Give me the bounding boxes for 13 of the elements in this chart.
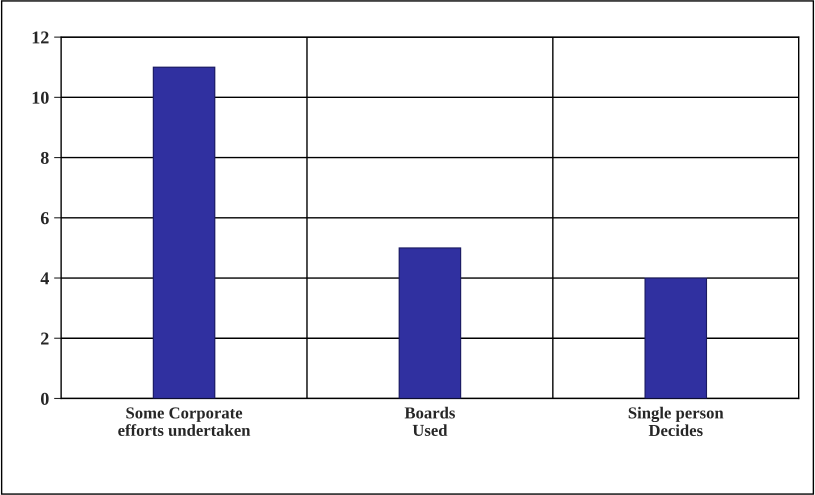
x-tick-label: Boards Used: [404, 406, 455, 436]
bar: [398, 247, 462, 398]
y-tick-label: 4: [40, 272, 49, 284]
y-tick-label: 2: [41, 332, 49, 345]
y-tick-label: 8: [40, 152, 49, 164]
y-tick-label: 12: [32, 31, 49, 44]
bar: [644, 277, 708, 398]
x-tick-label: Single person Decides: [628, 406, 724, 436]
bar: [152, 66, 216, 398]
x-tick-label: Some Corporate efforts undertaken: [118, 407, 250, 436]
y-tick-label: 0: [40, 392, 49, 405]
y-tick-label: 10: [32, 92, 49, 104]
y-tick-label: 6: [40, 212, 49, 224]
